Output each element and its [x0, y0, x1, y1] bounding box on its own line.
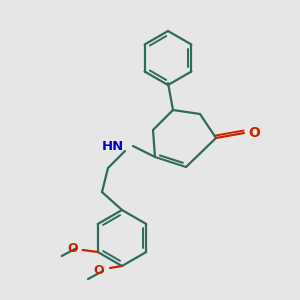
Text: HN: HN	[102, 140, 124, 152]
Text: O: O	[248, 126, 260, 140]
Text: O: O	[93, 265, 104, 278]
Text: O: O	[67, 242, 78, 254]
